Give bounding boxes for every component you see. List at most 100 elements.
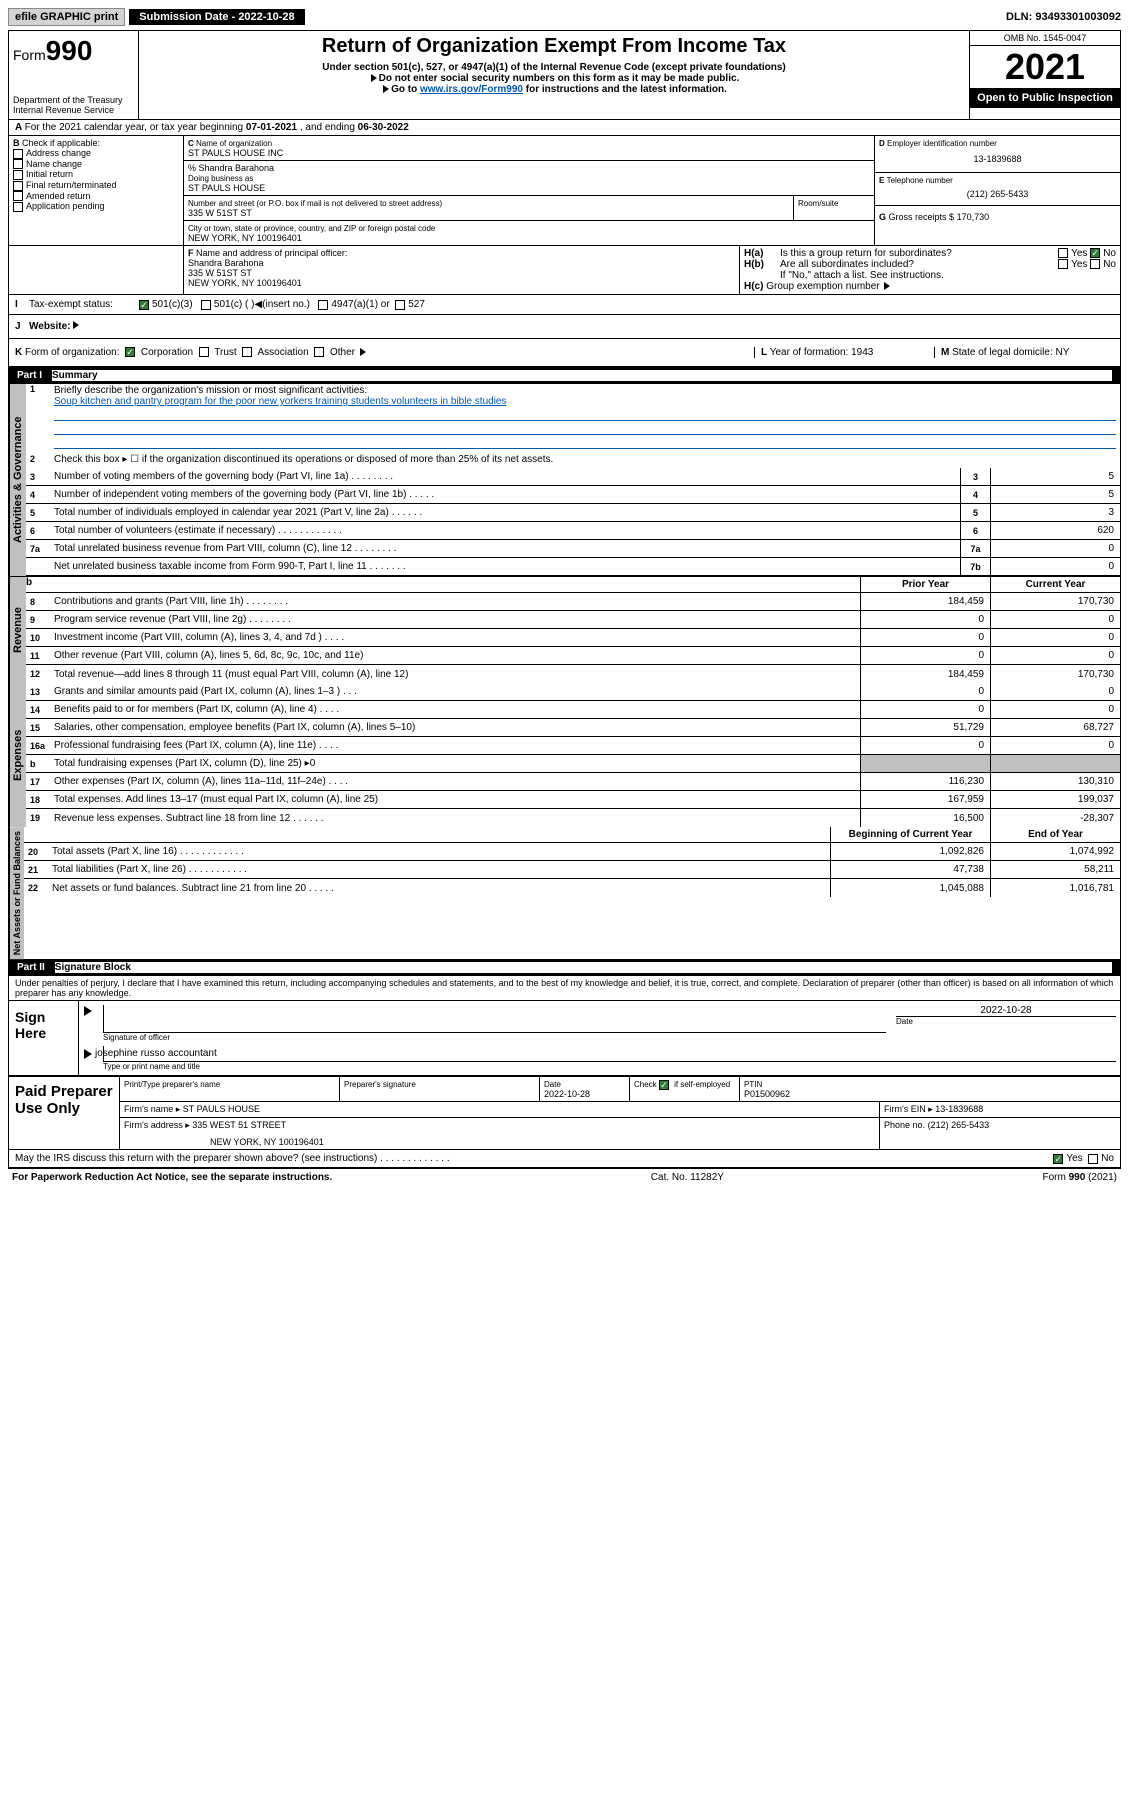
room-label: Room/suite (798, 199, 838, 208)
part2-title: Signature Block (55, 962, 1112, 973)
section-a-pre: For the 2021 calendar year, or tax year … (25, 122, 246, 133)
b-checkbox[interactable] (13, 149, 23, 159)
year-begin: 07-01-2021 (246, 122, 297, 133)
ein-value: 13-1839688 (879, 148, 1116, 170)
governance-vlabel: Activities & Governance (9, 384, 26, 576)
4947-checkbox[interactable] (318, 300, 328, 310)
street-address: 335 W 51ST ST (188, 208, 252, 218)
officer-addr1: 335 W 51ST ST (188, 268, 252, 278)
governance-block: Activities & Governance 1 Briefly descri… (9, 384, 1120, 576)
subtitle-2: Do not enter social security numbers on … (379, 73, 740, 84)
q1-answer[interactable]: Soup kitchen and pantry program for the … (54, 396, 506, 407)
assoc-checkbox[interactable] (242, 347, 252, 357)
arrow-icon (884, 282, 890, 290)
insert-label: (insert no.) (262, 299, 310, 310)
officer-addr2: NEW YORK, NY 100196401 (188, 278, 302, 288)
paid-date-label: Date (544, 1080, 561, 1089)
b-checkbox[interactable] (13, 159, 23, 169)
m-label: State of legal domicile: (952, 347, 1053, 358)
other-label: Other (330, 347, 355, 358)
arrow-icon (371, 74, 377, 82)
part2-label: Part II (17, 962, 45, 973)
corp-checkbox[interactable]: ✓ (125, 347, 135, 357)
b-checkbox[interactable] (13, 191, 23, 201)
other-checkbox[interactable] (314, 347, 324, 357)
paid-date: 2022-10-28 (544, 1089, 590, 1099)
section-fh: F Name and address of principal officer:… (9, 246, 1120, 295)
yes-label: Yes (1071, 259, 1087, 270)
ha-yes-checkbox[interactable] (1058, 248, 1068, 258)
irs-link[interactable]: www.irs.gov/Form990 (420, 84, 523, 95)
print-preparer-label: Print/Type preparer's name (124, 1080, 220, 1089)
header-right: OMB No. 1545-0047 2021 Open to Public In… (970, 31, 1120, 119)
discuss-yes-checkbox[interactable]: ✓ (1053, 1154, 1063, 1164)
part1-label: Part I (17, 370, 42, 381)
corp-label: Corporation (141, 347, 193, 358)
top-bar: efile GRAPHIC print Submission Date - 20… (8, 8, 1121, 26)
ha-label: Is this a group return for subordinates? (780, 248, 1058, 259)
ptin-value: P01500962 (744, 1089, 790, 1099)
year-end: 06-30-2022 (358, 122, 409, 133)
self-employed-checkbox[interactable]: ✓ (659, 1080, 669, 1090)
preparer-sig-label: Preparer's signature (344, 1080, 416, 1089)
netassets-block: Net Assets or Fund Balances Beginning of… (9, 827, 1120, 959)
tax-year: 2021 (970, 46, 1120, 88)
501c3-checkbox[interactable]: ✓ (139, 300, 149, 310)
self-employed-label: Check ✓ if self-employed (634, 1080, 730, 1089)
omb-label: OMB No. 1545-0047 (970, 31, 1120, 46)
gross-label: Gross receipts $ (889, 212, 955, 222)
form-label: Form (13, 47, 46, 63)
assoc-label: Association (258, 347, 309, 358)
care-of: % Shandra Barahona (188, 163, 274, 173)
firm-addr1: 335 WEST 51 STREET (192, 1120, 286, 1130)
no-label: No (1103, 259, 1116, 270)
part1-title: Summary (52, 370, 1112, 381)
section-deg: D Employer identification number 13-1839… (875, 136, 1120, 245)
ha-no-checkbox[interactable]: ✓ (1090, 248, 1100, 258)
firm-ein: 13-1839688 (935, 1104, 983, 1114)
b-checkbox[interactable] (13, 170, 23, 180)
form-title: Return of Organization Exempt From Incom… (147, 35, 961, 58)
paid-preparer-label: Paid Preparer Use Only (9, 1077, 119, 1149)
firm-ein-label: Firm's EIN ▸ (884, 1104, 933, 1114)
section-a: A For the 2021 calendar year, or tax yea… (9, 120, 1120, 136)
form-header: Form990 Department of the Treasury Inter… (9, 31, 1120, 120)
section-klm: K Form of organization: ✓ Corporation Tr… (9, 339, 1120, 367)
officer-printed-name: josephine russo accountant (95, 1048, 217, 1059)
hc-label: Group exemption number (766, 281, 879, 292)
trust-checkbox[interactable] (199, 347, 209, 357)
arrow-icon (383, 85, 389, 93)
b-checkbox[interactable] (13, 181, 23, 191)
section-b: B Check if applicable: Address changeNam… (9, 136, 184, 245)
gross-value: 170,730 (957, 212, 990, 222)
arrow-icon (84, 1006, 92, 1016)
discuss-row: May the IRS discuss this return with the… (9, 1149, 1120, 1168)
ptin-label: PTIN (744, 1080, 762, 1089)
arrow-icon (360, 348, 366, 356)
efile-button[interactable]: efile GRAPHIC print (8, 8, 125, 26)
submission-date-button[interactable]: Submission Date - 2022-10-28 (129, 9, 304, 25)
part1-header: Part I Summary (9, 367, 1120, 384)
irs-label: Internal Revenue Service (13, 105, 134, 115)
subtitle-1: Under section 501(c), 527, or 4947(a)(1)… (147, 62, 961, 73)
4947-label: 4947(a)(1) or (331, 299, 389, 310)
501c-checkbox[interactable] (201, 300, 211, 310)
sign-date: 2022-10-28 (896, 1005, 1116, 1016)
l-label: Year of formation: (770, 347, 849, 358)
section-i: I Tax-exempt status: ✓ 501(c)(3) 501(c) … (9, 295, 1120, 315)
i-label: Tax-exempt status: (29, 299, 139, 310)
section-f: F Name and address of principal officer:… (184, 246, 740, 294)
hb-no-checkbox[interactable] (1090, 259, 1100, 269)
print-name-label: Type or print name and title (103, 1062, 1116, 1071)
b-checkbox[interactable] (13, 202, 23, 212)
hb-yes-checkbox[interactable] (1058, 259, 1068, 269)
501c-label: 501(c) ( ) (214, 299, 255, 310)
no-label: No (1103, 248, 1116, 259)
section-f-spacer (9, 246, 184, 294)
org-name: ST PAULS HOUSE INC (188, 148, 283, 158)
discuss-no-checkbox[interactable] (1088, 1154, 1098, 1164)
website-label: Website: (29, 321, 71, 332)
firm-addr-label: Firm's address ▸ (124, 1120, 190, 1130)
527-checkbox[interactable] (395, 300, 405, 310)
declaration: Under penalties of perjury, I declare th… (9, 976, 1120, 1001)
